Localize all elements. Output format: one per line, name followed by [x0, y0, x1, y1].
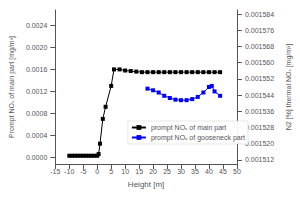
svg-text:Prompt NOₓ of main part [mg/m³: Prompt NOₓ of main part [mg/m³] — [8, 36, 16, 138]
svg-text:-10: -10 — [64, 168, 74, 175]
svg-text:5: 5 — [109, 168, 113, 175]
svg-text:35: 35 — [191, 168, 199, 175]
svg-text:20: 20 — [149, 168, 157, 175]
svg-text:0: 0 — [95, 168, 99, 175]
svg-text:10: 10 — [121, 168, 129, 175]
svg-text:prompt NOₓ of gooseneck part: prompt NOₓ of gooseneck part — [151, 134, 245, 142]
svg-text:Height [m]: Height [m] — [128, 180, 164, 189]
svg-text:-5: -5 — [80, 168, 86, 175]
svg-text:N2 [%] thermal NOₓ [mg/m³]: N2 [%] thermal NOₓ [mg/m³] — [285, 44, 293, 131]
svg-text:0.001512: 0.001512 — [245, 156, 274, 163]
svg-text:0.0020: 0.0020 — [26, 44, 48, 51]
svg-text:0.001568: 0.001568 — [245, 43, 274, 50]
svg-text:0.001536: 0.001536 — [245, 108, 274, 115]
svg-text:25: 25 — [163, 168, 171, 175]
svg-text:0.0016: 0.0016 — [26, 66, 48, 73]
svg-text:prompt NOₓ of main part: prompt NOₓ of main part — [151, 124, 226, 132]
svg-text:0.0000: 0.0000 — [26, 154, 48, 161]
svg-text:0.001528: 0.001528 — [245, 124, 274, 131]
svg-text:0.0008: 0.0008 — [26, 110, 48, 117]
svg-text:0.001560: 0.001560 — [245, 59, 274, 66]
svg-text:50: 50 — [233, 168, 241, 175]
svg-text:40: 40 — [205, 168, 213, 175]
svg-text:0.001584: 0.001584 — [245, 11, 274, 18]
svg-text:Z=6.4m: Z=6.4m — [108, 96, 132, 103]
svg-text:0.0012: 0.0012 — [26, 88, 48, 95]
svg-text:0.001520: 0.001520 — [245, 140, 274, 147]
svg-text:-15: -15 — [50, 168, 60, 175]
svg-text:0.001544: 0.001544 — [245, 92, 274, 99]
svg-text:0.0024: 0.0024 — [26, 22, 48, 29]
svg-text:Z=40.09m: Z=40.09m — [178, 96, 210, 103]
svg-text:0.0004: 0.0004 — [26, 132, 48, 139]
svg-text:45: 45 — [219, 168, 227, 175]
svg-text:15: 15 — [135, 168, 143, 175]
svg-text:Z=-0.44m: Z=-0.44m — [98, 147, 128, 154]
svg-text:0.001552: 0.001552 — [245, 75, 274, 82]
svg-text:30: 30 — [177, 168, 185, 175]
svg-text:prompt NOₓ: prompt NOₓ — [155, 37, 192, 45]
svg-text:0.001576: 0.001576 — [245, 27, 274, 34]
